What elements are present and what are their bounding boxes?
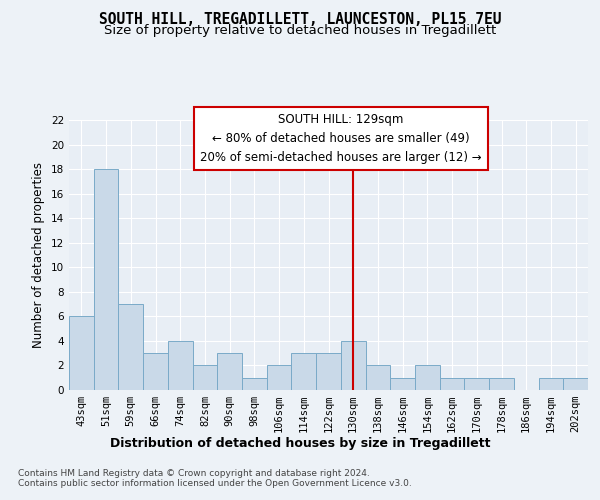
Bar — [118, 304, 143, 390]
Text: Distribution of detached houses by size in Tregadillett: Distribution of detached houses by size … — [110, 438, 490, 450]
Text: SOUTH HILL, TREGADILLETT, LAUNCESTON, PL15 7EU: SOUTH HILL, TREGADILLETT, LAUNCESTON, PL… — [99, 12, 501, 28]
Bar — [440, 378, 464, 390]
Bar — [563, 378, 588, 390]
Bar — [464, 378, 489, 390]
Text: Size of property relative to detached houses in Tregadillett: Size of property relative to detached ho… — [104, 24, 496, 37]
Bar — [69, 316, 94, 390]
Bar — [292, 353, 316, 390]
Bar — [489, 378, 514, 390]
Bar — [415, 366, 440, 390]
Y-axis label: Number of detached properties: Number of detached properties — [32, 162, 46, 348]
Bar — [168, 341, 193, 390]
Text: SOUTH HILL: 129sqm
← 80% of detached houses are smaller (49)
20% of semi-detache: SOUTH HILL: 129sqm ← 80% of detached hou… — [200, 113, 482, 164]
Bar — [365, 366, 390, 390]
Bar — [242, 378, 267, 390]
Bar — [341, 341, 365, 390]
Bar — [143, 353, 168, 390]
Bar — [390, 378, 415, 390]
Bar — [193, 366, 217, 390]
Text: Contains HM Land Registry data © Crown copyright and database right 2024.
Contai: Contains HM Land Registry data © Crown c… — [18, 469, 412, 488]
Bar — [539, 378, 563, 390]
Bar — [217, 353, 242, 390]
Bar — [267, 366, 292, 390]
Bar — [316, 353, 341, 390]
Bar — [94, 169, 118, 390]
